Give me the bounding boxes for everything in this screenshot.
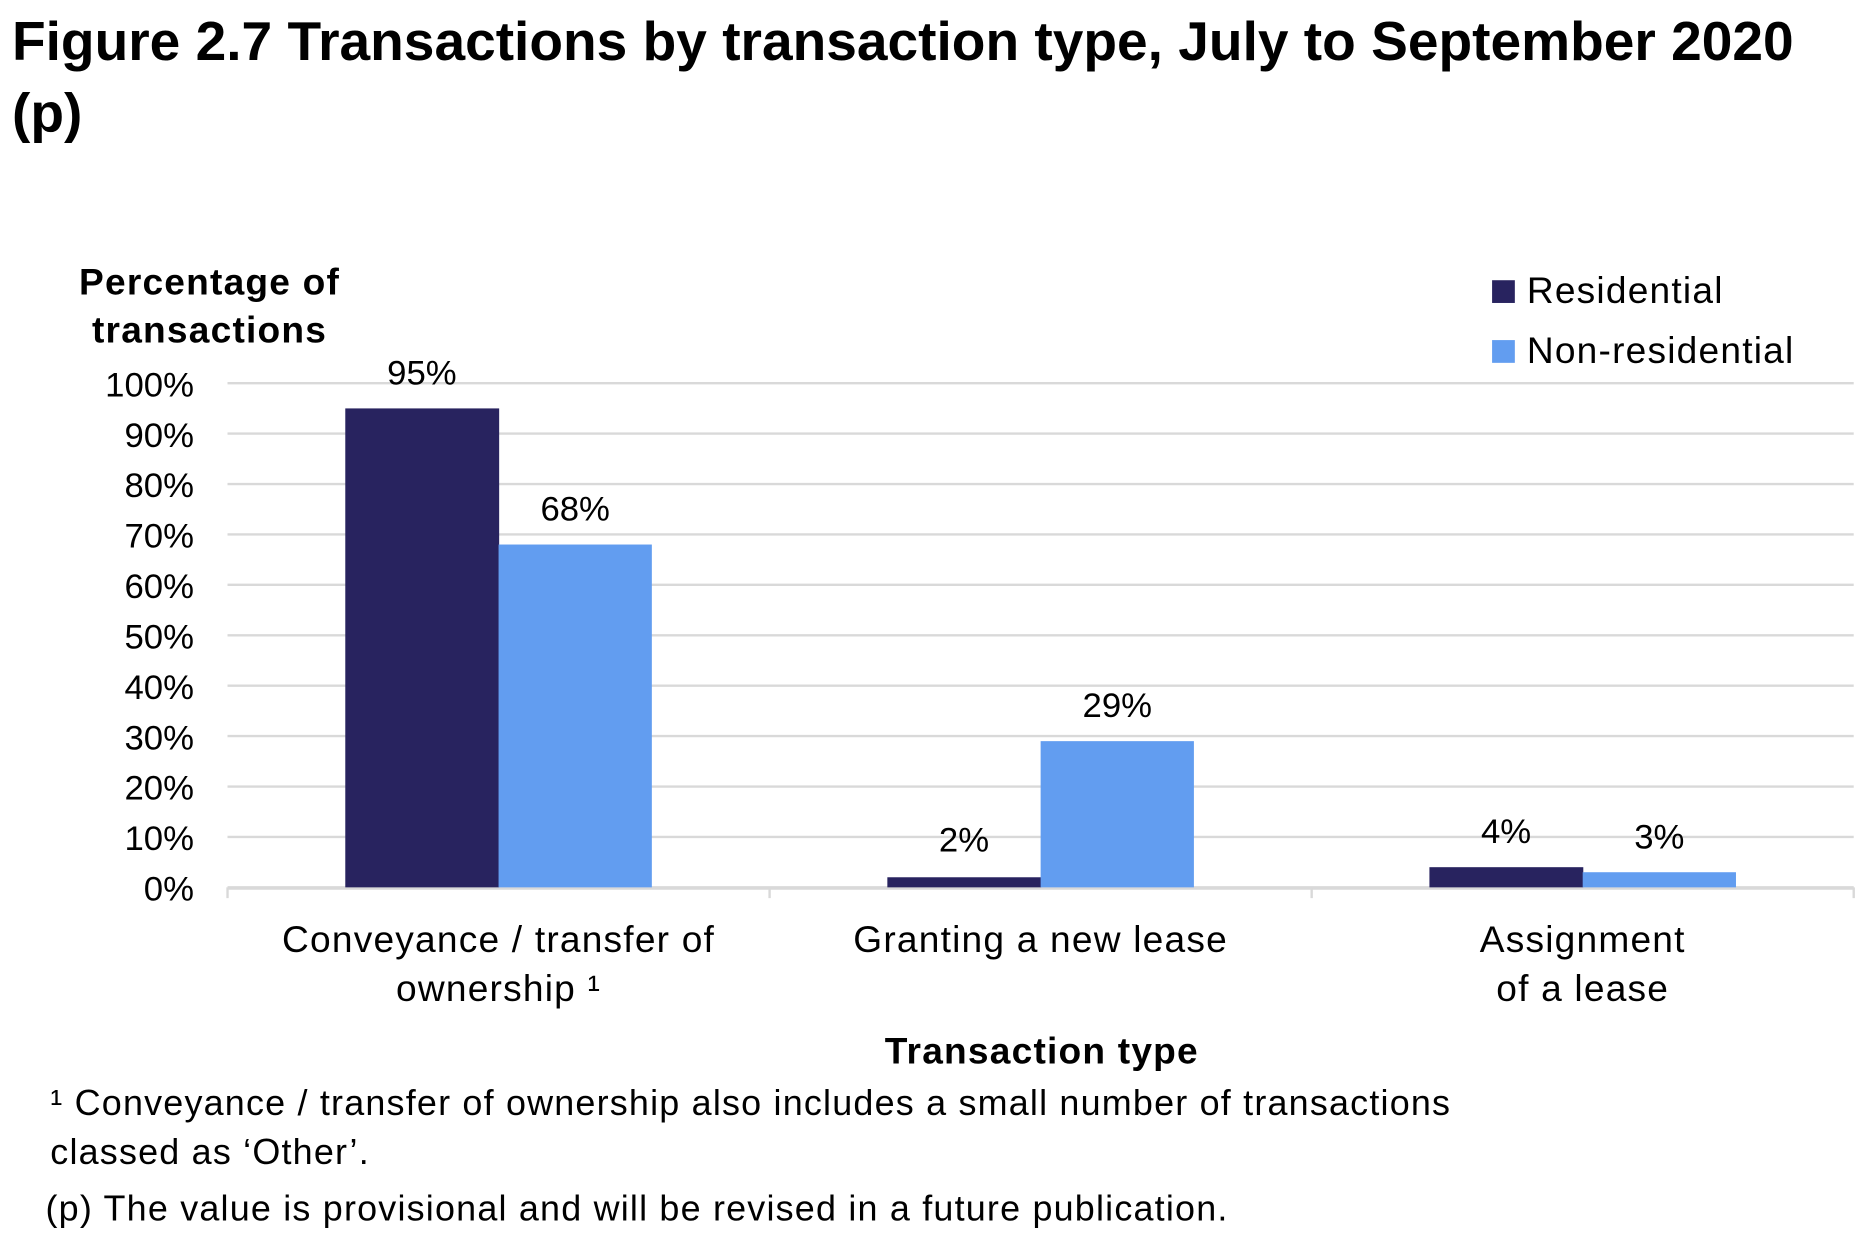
bar-residential bbox=[887, 877, 1042, 888]
legend-label: Non-residential bbox=[1526, 329, 1795, 372]
legend-swatch bbox=[1492, 279, 1515, 303]
legend-item-residential: Residential bbox=[1492, 261, 1794, 321]
legend: Residential Non-residential bbox=[1492, 261, 1794, 381]
x-axis-title: Transaction type bbox=[884, 1029, 1199, 1072]
bar-residential bbox=[345, 408, 500, 888]
legend-label: Residential bbox=[1526, 269, 1724, 312]
bar-residential bbox=[1429, 867, 1584, 888]
y-axis-title: Percentage of transactions bbox=[79, 261, 341, 351]
x-category-label: ownership ¹ bbox=[396, 967, 601, 1009]
data-label: 95% bbox=[387, 354, 457, 392]
y-tick-label: 0% bbox=[144, 871, 194, 909]
y-tick-label: 40% bbox=[124, 669, 194, 707]
chart-title: Figure 2.7 Transactions by transaction t… bbox=[11, 9, 1794, 144]
y-tick-label: 30% bbox=[124, 719, 194, 757]
data-label: 29% bbox=[1083, 687, 1153, 725]
x-category-label: Conveyance / transfer of bbox=[282, 918, 715, 960]
data-label: 4% bbox=[1481, 813, 1531, 851]
bar-non-residential bbox=[1582, 872, 1736, 888]
data-label: 3% bbox=[1634, 818, 1684, 856]
y-tick-label: 70% bbox=[124, 518, 194, 556]
y-tick-label: 10% bbox=[124, 820, 194, 858]
footnote-line-1: ¹ Conveyance / transfer of ownership als… bbox=[50, 1083, 1452, 1124]
y-tick-label: 50% bbox=[124, 618, 194, 656]
legend-swatch bbox=[1492, 339, 1515, 363]
data-label: 2% bbox=[939, 821, 989, 859]
x-category-label: Granting a new lease bbox=[853, 918, 1228, 960]
bar-non-residential bbox=[498, 544, 652, 888]
footnote-line-2: classed as ‘Other’. bbox=[50, 1132, 370, 1173]
x-category-label: of a lease bbox=[1496, 967, 1669, 1009]
data-label: 68% bbox=[540, 491, 610, 529]
y-tick-label: 90% bbox=[124, 417, 194, 455]
x-category-label: Assignment bbox=[1480, 918, 1686, 960]
provisional-note: (p) The value is provisional and will be… bbox=[45, 1189, 1229, 1229]
y-tick-label: 20% bbox=[124, 770, 194, 808]
y-tick-label: 80% bbox=[124, 467, 194, 505]
legend-item-non-residential: Non-residential bbox=[1492, 321, 1794, 381]
y-tick-label: 60% bbox=[124, 568, 194, 606]
bar-non-residential bbox=[1040, 741, 1194, 888]
y-tick-label: 100% bbox=[105, 366, 194, 404]
